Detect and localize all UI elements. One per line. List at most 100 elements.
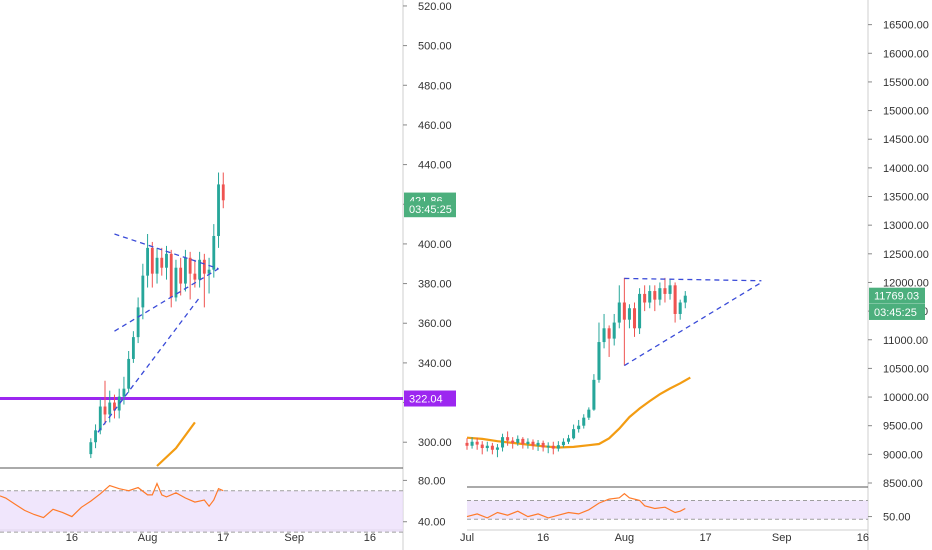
price-tick-label: 13500.00 <box>883 192 929 204</box>
price-badge-text: 11769.03 <box>874 291 919 303</box>
right-chart-panel[interactable]: 8500.00 9000.00 9500.00 10000.00 10500.00 110… <box>460 0 929 550</box>
rsi-band <box>467 500 868 520</box>
price-tick-label: 15000.00 <box>883 106 929 118</box>
candle-body <box>141 275 145 308</box>
candle-body <box>113 402 116 411</box>
candle-body <box>98 406 102 431</box>
trendline <box>97 297 201 433</box>
candle-body <box>127 358 131 389</box>
candle-body <box>572 429 576 439</box>
rsi-tick-label: 40.00 <box>418 517 446 529</box>
price-tick-label: 500.00 <box>418 41 452 53</box>
candle-body <box>617 302 621 323</box>
price-tick-label: 400.00 <box>418 239 452 251</box>
candle-body <box>202 259 206 274</box>
candle-body <box>117 396 121 411</box>
price-tick-label: 9500.00 <box>883 421 923 433</box>
rsi-line <box>466 492 686 519</box>
rsi-line <box>0 481 224 519</box>
candle-body <box>582 417 586 426</box>
candle-body <box>511 440 515 443</box>
trendline <box>624 277 762 282</box>
candle-body <box>131 337 135 359</box>
trendline <box>114 233 219 270</box>
candle-body <box>136 307 140 338</box>
candle-body <box>221 184 225 201</box>
price-tick-label: 11000.00 <box>883 335 928 347</box>
price-badge-text: 03:45:25 <box>874 307 917 319</box>
time-tick-label: 17 <box>699 532 711 544</box>
left-chart-panel[interactable]: 300.00320.00340.00360.00380.00400.00420.… <box>0 0 456 550</box>
candle-body <box>490 445 494 450</box>
time-tick-label: Aug <box>615 532 635 544</box>
time-tick-label: Sep <box>284 532 304 544</box>
candle-body <box>577 425 581 430</box>
candle-body <box>627 308 631 320</box>
price-tick-label: 440.00 <box>418 160 452 172</box>
price-badge <box>404 390 456 407</box>
candle-body <box>146 247 149 276</box>
price-tick-label: 13000.00 <box>883 220 929 232</box>
candle-body <box>607 328 611 339</box>
candle-body <box>643 293 647 303</box>
candle-body <box>566 438 571 442</box>
time-tick-label: 16 <box>364 532 376 544</box>
candle-body <box>556 445 560 449</box>
candle-body <box>516 438 520 443</box>
candle-body <box>174 267 178 298</box>
candle-body <box>531 441 535 446</box>
time-tick-label: Aug <box>138 532 158 544</box>
candle-body <box>155 257 159 274</box>
candle-body <box>668 285 672 294</box>
candle-body <box>94 430 97 443</box>
candle-body <box>165 253 168 268</box>
price-tick-label: 9000.00 <box>883 449 923 461</box>
price-tick-label: 14000.00 <box>883 163 929 175</box>
price-tick-label: 10000.00 <box>883 392 929 404</box>
candle-body <box>169 253 173 298</box>
candle-body <box>587 409 591 418</box>
rsi-tick-label: 80.00 <box>418 475 446 487</box>
moving-average-line <box>156 421 196 467</box>
candle-body <box>546 445 550 448</box>
time-tick-label: 16 <box>857 532 869 544</box>
candle-body <box>648 291 652 303</box>
candle-body <box>217 184 220 236</box>
candle-body <box>108 402 112 415</box>
candle-body <box>551 445 555 449</box>
trendline <box>114 268 219 332</box>
price-tick-label: 16500.00 <box>883 20 929 32</box>
price-badge-text: 322.04 <box>409 394 443 406</box>
candle-body <box>470 441 474 446</box>
candle-body <box>673 285 677 314</box>
price-tick-label: 12500.00 <box>883 249 929 261</box>
price-badge <box>404 201 456 218</box>
price-tick-label: 12000.00 <box>883 277 929 289</box>
candle-body <box>632 308 637 329</box>
candle-body <box>160 257 164 268</box>
candle-body <box>678 302 682 314</box>
candle-body <box>207 269 211 274</box>
time-tick-label: 17 <box>217 532 229 544</box>
candle-body <box>150 247 154 274</box>
candle-body <box>663 288 667 294</box>
price-badge-text: 03:45:25 <box>409 204 452 216</box>
time-tick-label: Jul <box>460 532 474 544</box>
candle-body <box>212 235 216 270</box>
price-tick-label: 300.00 <box>418 437 452 449</box>
candle-body <box>536 442 540 446</box>
price-badge <box>869 303 925 320</box>
candle-body <box>183 257 187 284</box>
moving-average-line <box>466 376 691 449</box>
candle-body <box>495 447 499 450</box>
candle-body <box>638 293 642 329</box>
price-tick-label: 340.00 <box>418 358 452 370</box>
candle-body <box>612 322 616 339</box>
price-tick-label: 480.00 <box>418 80 452 92</box>
candle-body <box>465 442 469 446</box>
price-tick-label: 520.00 <box>418 1 452 13</box>
price-tick-label: 10500.00 <box>883 363 929 375</box>
candle-body <box>683 295 687 303</box>
time-tick-label: 16 <box>537 532 549 544</box>
